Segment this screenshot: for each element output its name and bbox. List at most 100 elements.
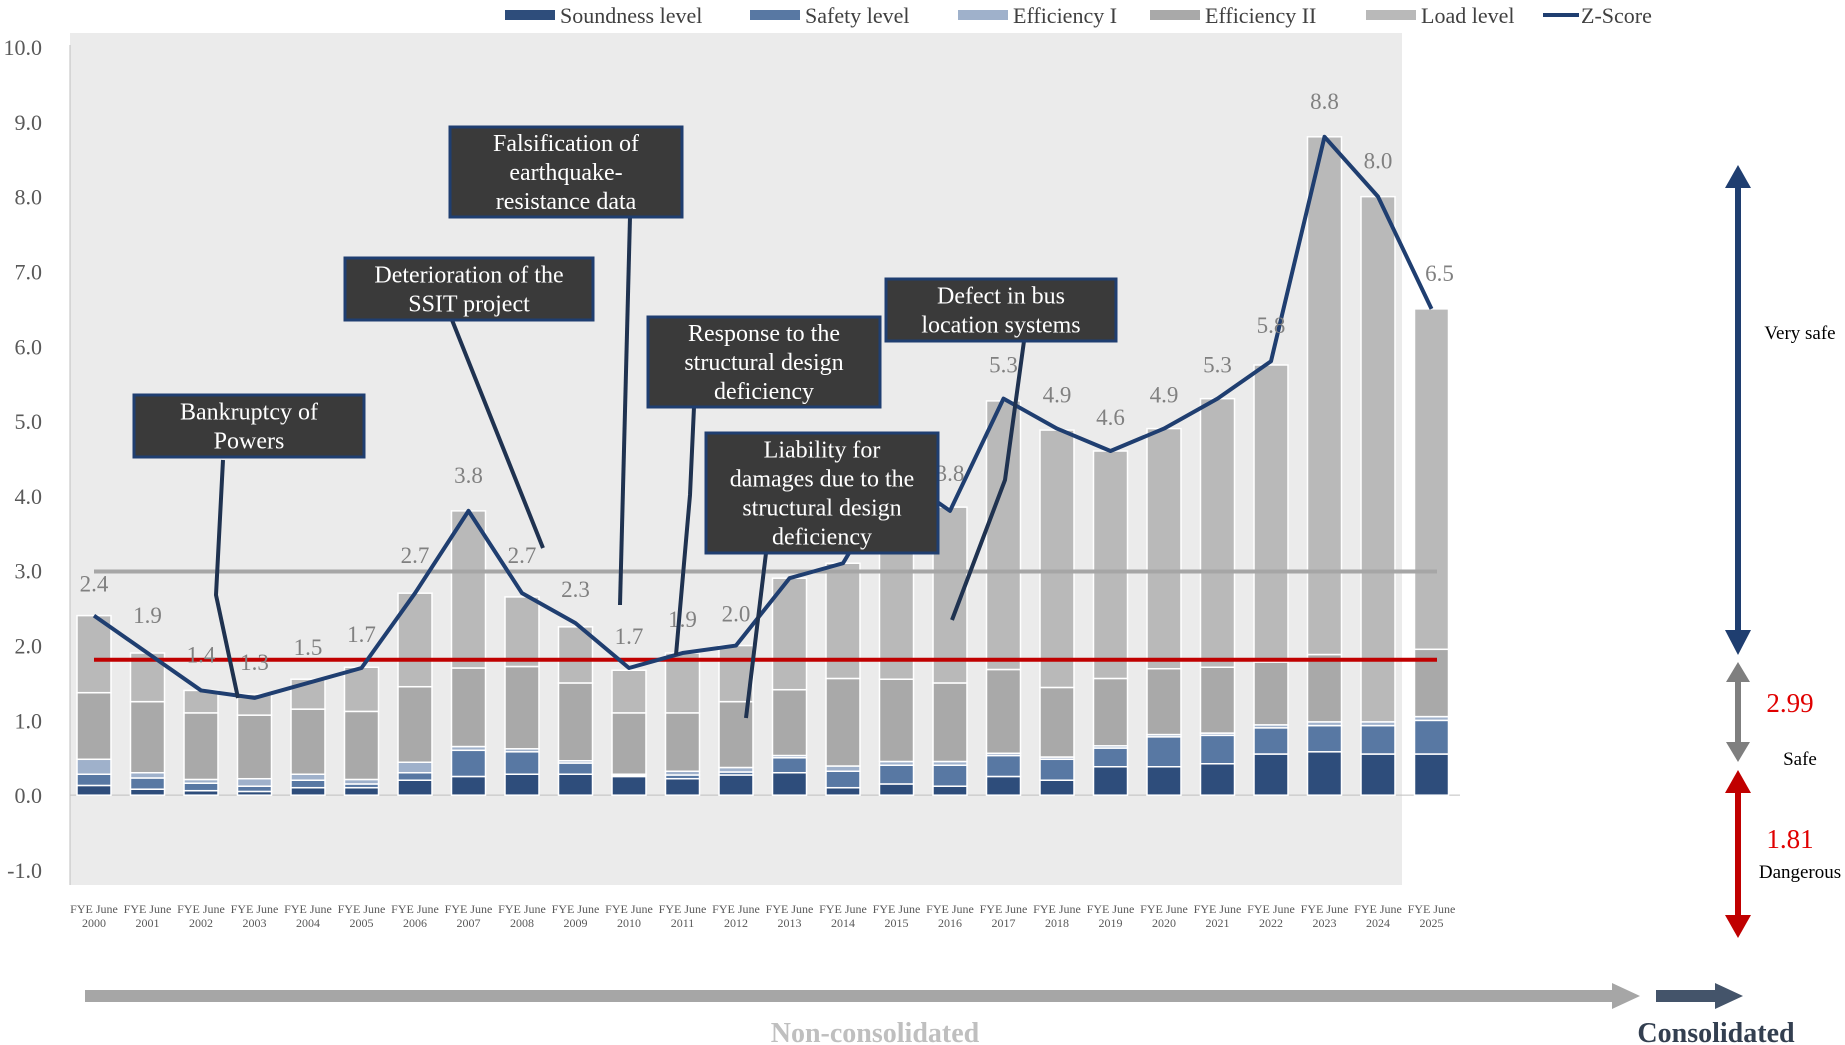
bar-load-level <box>1092 450 1129 680</box>
bar-efficiency-ii <box>1039 686 1075 758</box>
bar-soundness-level <box>504 773 540 796</box>
y-tick-label: 7.0 <box>15 259 43 284</box>
z-score-value-label: 1.5 <box>294 635 323 660</box>
bar-soundness-level <box>450 775 487 796</box>
bar-soundness-level <box>1306 751 1343 796</box>
z-score-value-label: 2.7 <box>401 543 430 568</box>
bar-safety-level <box>1306 724 1343 753</box>
zone-label-safe: Safe <box>1783 749 1817 770</box>
bar-efficiency-i <box>129 771 166 779</box>
bar-soundness-level <box>557 773 594 796</box>
annotation-text: deficiency <box>772 525 872 551</box>
bar-safety-level <box>397 771 433 781</box>
annotation-leader <box>674 406 696 656</box>
bar-soundness-level <box>129 788 166 796</box>
annotation-text: structural design <box>742 496 901 522</box>
bar-soundness-level <box>878 783 915 796</box>
annotation-leader <box>744 552 768 719</box>
bar-load-level <box>504 596 540 668</box>
bar-soundness-level <box>932 785 968 796</box>
bar-safety-level <box>932 764 968 787</box>
arrow-head-icon <box>1726 662 1750 682</box>
legend-label: Efficiency II <box>1205 3 1316 28</box>
legend-label: Soundness level <box>560 3 702 28</box>
bar-efficiency-ii <box>932 682 968 763</box>
x-tick-label: FYE June 2002 <box>177 902 225 930</box>
arrow-head-icon <box>1725 770 1751 793</box>
annotation-leader <box>618 216 632 606</box>
y-tick-label: 6.0 <box>15 334 43 359</box>
annotation-text: location systems <box>921 313 1080 339</box>
bar-efficiency-i <box>825 765 861 772</box>
bar-efficiency-ii <box>1092 677 1129 747</box>
threshold-label-dangerous: 1.81 <box>1766 824 1813 854</box>
z-score-value-label: 8.8 <box>1310 89 1339 114</box>
arrow-head-icon <box>1715 983 1743 1009</box>
bar-soundness-level <box>1092 766 1129 796</box>
bar-efficiency-ii <box>183 712 219 781</box>
bar-load-level <box>343 666 380 713</box>
x-tick-label: FYE June 2013 <box>766 902 814 930</box>
z-score-value-label: 2.7 <box>508 543 537 568</box>
y-tick-label: 2.0 <box>15 634 43 659</box>
annotation-text: resistance data <box>496 189 637 215</box>
bar-efficiency-ii <box>1306 653 1343 723</box>
annotation-box <box>343 256 595 322</box>
bar-safety-level <box>1039 758 1075 781</box>
arrow-head-icon <box>1725 165 1751 188</box>
annotation-text: Defect in bus <box>937 284 1065 310</box>
bar-soundness-level <box>397 779 433 796</box>
bar-efficiency-ii <box>290 708 326 775</box>
annotation-text: Falsification of <box>493 131 639 157</box>
bar-soundness-level <box>1199 763 1236 796</box>
legend-swatch <box>1366 10 1416 20</box>
z-score-value-label: 5.8 <box>1257 313 1286 338</box>
bar-efficiency-ii <box>771 688 808 757</box>
z-score-value-label: 1.7 <box>615 624 644 649</box>
y-tick-label: 4.0 <box>15 484 43 509</box>
bar-safety-level <box>236 785 273 793</box>
bar-safety-level <box>1092 747 1129 768</box>
bar-soundness-level <box>1039 779 1075 796</box>
x-tick-label: FYE June 2017 <box>980 902 1028 930</box>
z-score-value-label: 1.3 <box>240 650 269 675</box>
bar-efficiency-ii <box>76 691 112 761</box>
annotation-leader <box>450 319 545 549</box>
y-tick-label: 8.0 <box>15 185 43 210</box>
z-score-value-label: 4.9 <box>1043 383 1072 408</box>
bar-safety-level <box>1253 727 1289 755</box>
bar-efficiency-ii <box>504 665 540 750</box>
bar-load-level <box>1039 429 1075 689</box>
legend-swatch <box>958 10 1008 20</box>
bar-safety-level <box>985 754 1022 778</box>
bar-soundness-level <box>290 786 326 796</box>
x-tick-label: FYE June 2005 <box>338 902 386 930</box>
z-score-value-label: 1.4 <box>187 642 216 667</box>
x-tick-label: FYE June 2004 <box>284 902 332 930</box>
bar-efficiency-ii <box>878 678 915 763</box>
z-score-value-label: 5.3 <box>989 353 1018 378</box>
y-tick-label: 5.0 <box>15 409 43 434</box>
bar-efficiency-ii <box>611 712 647 775</box>
x-tick-label: FYE June 2010 <box>605 902 653 930</box>
bar-soundness-level <box>343 786 380 796</box>
x-tick-label: FYE June 2003 <box>231 902 279 930</box>
bar-load-level <box>1413 308 1450 651</box>
arrow-head-icon <box>1612 983 1640 1009</box>
bar-safety-level <box>1413 719 1450 755</box>
bar-load-level <box>450 510 487 669</box>
bar-safety-level <box>450 749 487 778</box>
bar-load-level <box>76 614 112 694</box>
bar-efficiency-ii <box>1146 667 1182 736</box>
arrow-head-icon <box>1725 915 1751 938</box>
bar-load-level <box>557 626 594 684</box>
z-score-value-label: 2.4 <box>80 572 109 597</box>
z-score-line <box>92 134 1434 700</box>
z-score-value-label: 2.3 <box>561 577 590 602</box>
bar-load-level <box>985 400 1022 671</box>
x-tick-label: FYE June 2006 <box>391 902 439 930</box>
bar-safety-level <box>504 751 540 775</box>
x-tick-label: FYE June 2012 <box>712 902 760 930</box>
annotation-text: Deterioration of the <box>374 263 563 289</box>
annotation-text: Powers <box>214 429 285 455</box>
